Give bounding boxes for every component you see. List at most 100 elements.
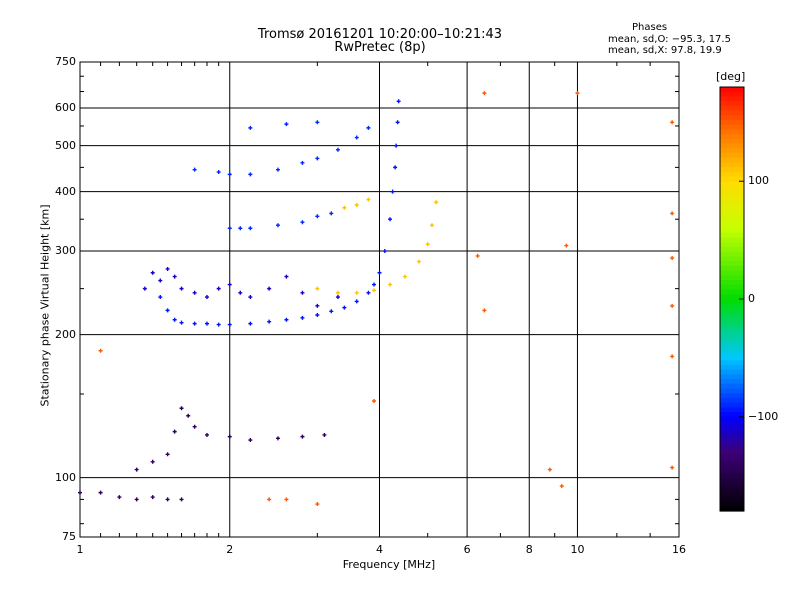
- data-point: [192, 167, 197, 172]
- colorbar-segment: [720, 426, 744, 432]
- data-point: [390, 189, 395, 194]
- colorbar-segment: [720, 270, 744, 277]
- data-point: [134, 497, 139, 502]
- data-point: [186, 413, 191, 418]
- colorbar-segment: [720, 261, 744, 267]
- data-point: [227, 172, 232, 177]
- data-point: [172, 317, 177, 322]
- data-point: [300, 290, 305, 295]
- colorbar-segment: [720, 459, 744, 465]
- data-point: [559, 484, 564, 489]
- colorbar-segment: [720, 228, 744, 234]
- data-point: [372, 282, 377, 287]
- data-point: [329, 211, 334, 216]
- plot-frame: [79, 61, 680, 538]
- colorbar-segment: [720, 331, 744, 338]
- colorbar-segment: [720, 218, 744, 225]
- colorbar-segment: [720, 322, 744, 328]
- colorbar-segment: [720, 242, 744, 248]
- colorbar-segment: [720, 138, 744, 145]
- chart-title: Tromsø 20161201 10:20:00–10:21:43: [257, 27, 503, 42]
- data-point: [354, 299, 359, 304]
- y-tick-label: 75: [62, 530, 76, 543]
- colorbar-segment: [720, 200, 744, 206]
- data-point: [335, 147, 340, 152]
- data-point: [670, 303, 675, 308]
- data-point: [315, 313, 320, 318]
- data-point: [192, 290, 197, 295]
- colorbar-segment: [720, 350, 744, 357]
- data-point: [416, 259, 421, 264]
- data-point: [434, 200, 439, 205]
- data-point: [150, 459, 155, 464]
- data-point: [150, 495, 155, 500]
- colorbar-segment: [720, 336, 744, 342]
- colorbar-segment: [720, 256, 744, 262]
- data-point: [117, 495, 122, 500]
- data-point: [267, 319, 272, 324]
- x-tick-label: 2: [226, 543, 234, 556]
- data-point: [275, 223, 280, 228]
- colorbar-segment: [720, 355, 744, 361]
- data-point: [98, 490, 103, 495]
- colorbar-segment: [720, 317, 744, 324]
- data-point: [475, 253, 480, 258]
- colorbar-segment: [720, 445, 744, 451]
- colorbar-segment: [720, 101, 744, 107]
- colorbar-segment: [720, 383, 744, 390]
- colorbar-segment: [720, 407, 744, 413]
- colorbar-segment: [720, 214, 744, 220]
- data-point: [248, 125, 253, 130]
- data-point: [315, 120, 320, 125]
- colorbar-segment: [720, 430, 744, 437]
- colorbar-segment: [720, 181, 744, 187]
- data-point: [238, 226, 243, 231]
- data-point: [429, 223, 434, 228]
- colorbar-segment: [720, 506, 744, 512]
- data-point: [366, 290, 371, 295]
- colorbar-segment: [720, 421, 744, 427]
- data-point: [165, 497, 170, 502]
- data-point: [366, 197, 371, 202]
- data-point: [315, 502, 320, 507]
- colorbar-segment: [720, 294, 744, 300]
- data-point: [482, 91, 487, 96]
- data-point: [315, 303, 320, 308]
- data-point: [284, 497, 289, 502]
- x-tick-label: 10: [570, 543, 585, 556]
- colorbar-segment: [720, 463, 744, 470]
- data-point: [322, 432, 327, 437]
- chart-subtitle: RwPretec (8p): [334, 40, 426, 55]
- y-tick-label: 100: [55, 470, 76, 484]
- data-point: [179, 406, 184, 411]
- data-point: [670, 465, 675, 470]
- data-point: [315, 286, 320, 291]
- colorbar-tick-label: 100: [748, 174, 769, 188]
- colorbar-segment: [720, 393, 744, 399]
- colorbar-segment: [720, 341, 744, 347]
- colorbar-segment: [720, 167, 744, 173]
- data-point: [354, 290, 359, 295]
- colorbar-segment: [720, 303, 744, 310]
- colorbar-segment: [720, 119, 744, 126]
- colorbar-segment: [720, 247, 744, 253]
- data-point: [179, 320, 184, 325]
- data-point: [238, 290, 243, 295]
- colorbar-segment: [720, 313, 744, 319]
- data-point: [300, 434, 305, 439]
- data-point: [134, 467, 139, 472]
- data-point: [142, 286, 147, 291]
- colorbar-segment: [720, 124, 744, 130]
- y-tick-label: 400: [55, 184, 76, 198]
- data-point: [354, 135, 359, 140]
- data-point: [78, 490, 82, 495]
- colorbar-segment: [720, 195, 744, 201]
- colorbar-segment: [720, 478, 744, 484]
- colorbar-segment: [720, 308, 744, 314]
- y-tick-label: 200: [55, 327, 76, 341]
- y-axis-label: Stationary phase Virtual Height [km]: [38, 204, 52, 407]
- x-tick-label: 6: [463, 543, 471, 556]
- phases-heading: Phases: [632, 22, 668, 33]
- colorbar-segment: [720, 397, 744, 404]
- colorbar-segment: [720, 435, 744, 441]
